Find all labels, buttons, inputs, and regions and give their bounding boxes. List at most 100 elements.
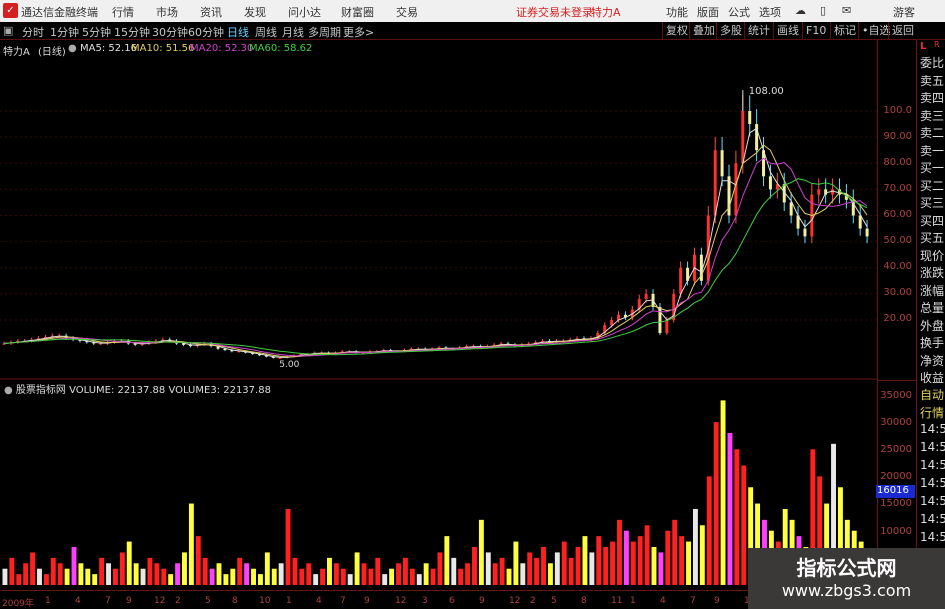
menu-trade[interactable]: 交易 <box>396 6 418 19</box>
volume-bar <box>720 400 726 585</box>
candle <box>2 343 6 345</box>
date-tick: 4 <box>660 596 666 606</box>
volume-axis: 35000 30000 25000 20000 15000 10000 1601… <box>876 380 916 590</box>
volume-bar <box>713 422 719 585</box>
tab-1min[interactable]: 1分钟 <box>50 26 79 39</box>
volume-bar <box>465 563 471 585</box>
candle <box>623 314 627 318</box>
candle <box>78 339 82 341</box>
tick-time: 14:50 <box>920 476 945 490</box>
menu-layout[interactable]: 版面 <box>697 6 719 19</box>
volume-bar <box>782 508 788 585</box>
candle <box>499 343 503 345</box>
volume-bar <box>106 563 111 585</box>
l-marker[interactable]: L <box>920 41 927 52</box>
tab-daily[interactable]: 日线 <box>227 26 249 39</box>
cloud-icon[interactable]: ☁ <box>795 4 806 17</box>
tick-time: 14:50 <box>920 458 945 472</box>
tab-more[interactable]: 更多> <box>343 26 375 39</box>
menu-market[interactable]: 市场 <box>156 6 178 19</box>
price-tick: 100.0 <box>883 105 912 116</box>
candle <box>99 343 103 345</box>
volume-bar <box>223 574 229 585</box>
tab-60min[interactable]: 60分钟 <box>188 26 224 39</box>
candle <box>824 189 828 195</box>
overlay-button[interactable]: 叠加 <box>689 22 718 40</box>
date-tick: 6 <box>449 596 455 606</box>
candle <box>264 355 268 357</box>
volume-bar <box>320 568 326 585</box>
volume-bar <box>382 574 388 585</box>
menu-market-quotes[interactable]: 行情 <box>112 6 134 19</box>
menu-news[interactable]: 资讯 <box>200 6 222 19</box>
volume-bar <box>582 536 588 585</box>
tab-intraday[interactable]: 分时 <box>22 26 44 39</box>
price-volume-chart[interactable]: 108.00 5.00 <box>0 0 877 590</box>
volume-value: VOLUME: 22137.88 <box>69 385 166 396</box>
volume-bar <box>741 465 747 585</box>
volume-bar <box>244 563 250 585</box>
date-tick: 9 <box>714 596 720 606</box>
candle <box>37 338 41 340</box>
watchlist-button[interactable]: •自选 <box>858 22 894 40</box>
volume-tick: 25000 <box>880 444 912 455</box>
quote-label: 收益 <box>920 371 945 385</box>
menu-assistant[interactable]: 问小达 <box>288 6 321 19</box>
stats-button[interactable]: 统计 <box>744 22 773 40</box>
r-marker[interactable]: R <box>934 40 940 49</box>
tab-weekly[interactable]: 周线 <box>255 26 277 39</box>
candle <box>575 338 579 340</box>
volume-bar <box>271 568 277 585</box>
price-tick: 80.00 <box>883 157 912 168</box>
quote-label: 卖四 <box>920 91 945 105</box>
tab-15min[interactable]: 15分钟 <box>114 26 150 39</box>
back-button[interactable]: 返回 <box>888 22 917 40</box>
volume-bar <box>630 541 636 585</box>
candle <box>851 199 855 216</box>
volume-bar <box>43 574 49 585</box>
menu-discover[interactable]: 发现 <box>244 6 266 19</box>
draw-button[interactable]: 画线 <box>773 22 802 40</box>
period-label: (日线) <box>38 47 66 58</box>
volume-bar <box>216 563 222 585</box>
message-icon[interactable]: ✉ <box>842 4 852 17</box>
candle <box>782 184 786 203</box>
volume-bar <box>520 563 526 585</box>
layout-icon[interactable]: ▣ <box>3 24 14 37</box>
login-status[interactable]: 证券交易未登录 <box>516 6 593 19</box>
volume-bar <box>513 541 519 585</box>
tab-30min[interactable]: 30分钟 <box>152 26 188 39</box>
phone-icon[interactable]: ▯ <box>820 4 827 17</box>
volume-bar <box>264 552 270 585</box>
candle <box>686 267 690 281</box>
settings-icon[interactable]: ● <box>68 43 77 54</box>
menu-formula[interactable]: 公式 <box>728 6 750 19</box>
menu-wealth[interactable]: 财富圈 <box>341 6 374 19</box>
tab-monthly[interactable]: 月线 <box>282 26 304 39</box>
tab-multi-period[interactable]: 多周期 <box>308 26 341 39</box>
date-tick: 8 <box>232 596 238 606</box>
adjust-button[interactable]: 复权 <box>662 22 691 40</box>
f10-button[interactable]: F10 <box>802 22 829 40</box>
candle <box>257 353 261 356</box>
volume-bar <box>16 574 22 585</box>
tab-5min[interactable]: 5分钟 <box>82 26 111 39</box>
menu-functions[interactable]: 功能 <box>666 6 688 19</box>
candle <box>610 320 614 326</box>
volume-bar <box>534 557 540 585</box>
mark-button[interactable]: 标记 <box>830 22 859 40</box>
quote-label: 卖二 <box>920 126 945 140</box>
high-price-label: 108.00 <box>749 86 784 97</box>
indicator-settings-icon[interactable]: ● <box>4 385 13 396</box>
date-tick: 11 <box>611 596 623 606</box>
user-name[interactable]: 游客 <box>893 6 915 19</box>
candle <box>271 356 275 358</box>
volume-bar <box>472 546 477 585</box>
candle <box>409 348 413 351</box>
volume-bar <box>478 519 484 585</box>
candle <box>699 254 703 281</box>
volume-bar <box>9 557 15 585</box>
menu-options[interactable]: 选项 <box>759 6 781 19</box>
quote-label: 外盘 <box>920 318 945 333</box>
multi-stock-button[interactable]: 多股 <box>716 22 745 40</box>
